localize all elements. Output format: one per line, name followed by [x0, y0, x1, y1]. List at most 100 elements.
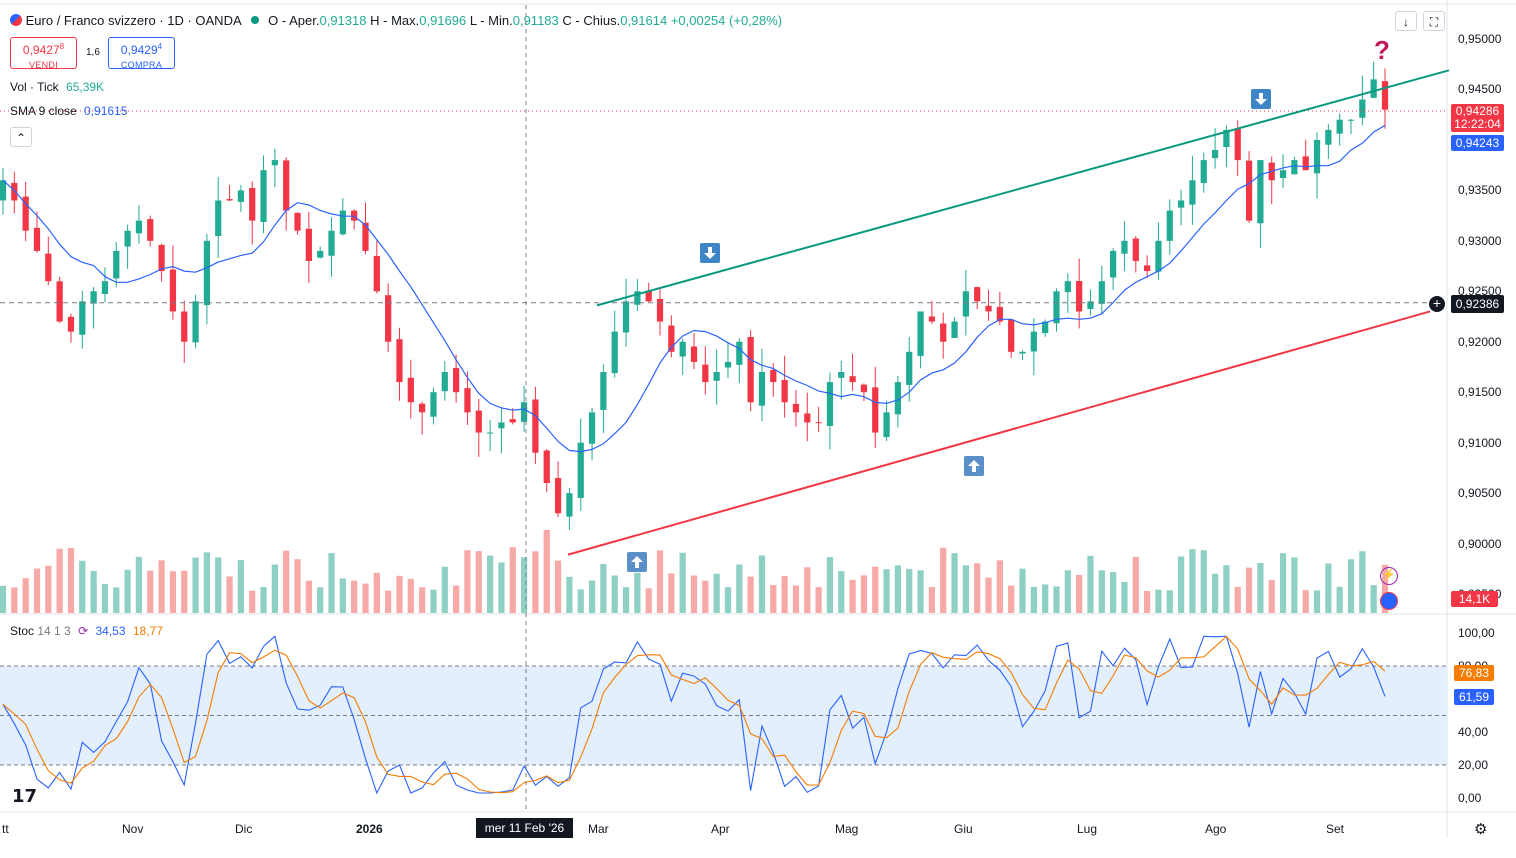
volume-bar: [192, 557, 199, 613]
volume-bar: [283, 550, 290, 613]
stoch-legend[interactable]: Stoc 14 1 3 ⟳ 34,53 18,77: [10, 624, 163, 638]
candle-body: [1087, 301, 1094, 310]
candle-body: [849, 376, 856, 383]
candle-body: [770, 369, 777, 383]
tradingview-logo-icon[interactable]: 𝟭𝟳: [12, 786, 38, 806]
settings-gear-icon[interactable]: ⚙: [1474, 821, 1488, 838]
volume-bar: [1313, 590, 1321, 613]
volume-legend[interactable]: Vol · Tick 65,39K: [10, 80, 104, 94]
volume-bar: [260, 586, 267, 613]
candle-body: [407, 377, 414, 403]
volume-bar: [758, 555, 766, 613]
candle-body: [1053, 291, 1060, 324]
volume-bar: [1200, 550, 1207, 613]
time-axis-label: Dic: [235, 822, 253, 836]
lightning-event-icon[interactable]: ⚡: [1380, 567, 1398, 585]
volume-bar: [419, 587, 426, 613]
volume-bar: [532, 551, 539, 613]
volume-bar: [656, 550, 664, 613]
candle-body: [588, 412, 596, 444]
volume-bar: [600, 564, 607, 613]
collapse-legend-icon[interactable]: ⌃: [10, 127, 32, 147]
price-axis-tick: 0,94500: [1458, 82, 1502, 97]
crosshair-price-tag: 0,92386: [1451, 295, 1504, 313]
ohlc-open-name: Aper.: [289, 13, 320, 28]
candle-body: [962, 291, 969, 317]
volume-bar: [1053, 586, 1060, 613]
price-axis-tick: 0,95000: [1458, 32, 1502, 46]
buy-price: 0,9429: [120, 43, 158, 57]
candle-body: [1019, 351, 1026, 354]
volume-bar: [441, 566, 448, 613]
ohlc-high-value: 0,91696: [419, 13, 467, 28]
volume-bar: [1064, 570, 1071, 613]
volume-bar: [147, 570, 154, 613]
volume-bar: [554, 560, 562, 613]
candle-body: [1211, 150, 1219, 159]
stoch-d-value: 18,77: [132, 624, 163, 638]
candle-body: [996, 306, 1003, 322]
candles-group: [0, 61, 1389, 530]
volume-bar: [498, 562, 505, 613]
resistance-trendline: [596, 69, 1450, 307]
question-mark-annotation[interactable]: ?: [1374, 35, 1390, 65]
candle-body: [804, 413, 811, 423]
candle-body: [611, 331, 618, 374]
time-axis-label: tt: [2, 822, 9, 836]
volume-bar: [56, 548, 63, 613]
stoch-k-value: 34,53: [95, 624, 126, 638]
volume-bar: [645, 588, 652, 613]
download-icon[interactable]: ↓: [1395, 11, 1417, 31]
volume-bar: [1268, 580, 1275, 613]
candle-body: [79, 301, 86, 335]
buy-button[interactable]: 0,94294 COMPRA: [108, 37, 175, 70]
candle-body: [1143, 265, 1151, 272]
volume-bar: [1110, 572, 1117, 613]
buy-signal-arrow-icon: [964, 456, 984, 476]
sell-button[interactable]: 0,94278 VENDI: [10, 37, 77, 70]
candle-body: [815, 422, 822, 424]
fullscreen-icon[interactable]: ⛶: [1423, 11, 1445, 31]
ohlc-close-value: 0,91614: [620, 13, 668, 28]
volume-bar: [804, 567, 811, 613]
candle-body: [498, 422, 505, 429]
stoch-refresh-icon[interactable]: ⟳: [78, 624, 89, 638]
time-axis-label: Giu: [954, 822, 973, 836]
bar-countdown: 12:22:04: [1454, 117, 1501, 131]
candle-body: [56, 281, 63, 322]
volume-bar: [724, 587, 732, 613]
volume-bar: [962, 565, 969, 613]
candle-body: [135, 220, 143, 234]
candle-body: [0, 180, 7, 201]
volume-bar: [33, 568, 41, 613]
volume-bar: [169, 571, 177, 613]
volume-bar: [974, 563, 981, 613]
add-alert-icon[interactable]: +: [1429, 296, 1445, 312]
volume-bar: [396, 575, 403, 613]
candle-body: [736, 341, 743, 365]
volume-bar: [906, 568, 913, 613]
volume-bar: [407, 578, 414, 613]
candle-body: [90, 291, 97, 304]
volume-bar: [90, 570, 97, 613]
symbol-title[interactable]: Euro / Franco svizzero · 1D · OANDA: [25, 13, 241, 28]
volume-bar: [362, 583, 369, 613]
candle-body: [645, 291, 652, 302]
candle-body: [271, 160, 278, 166]
candle-body: [1257, 160, 1264, 224]
time-axis-label: Mar: [588, 822, 609, 836]
candle-body: [113, 250, 120, 279]
volume-bar: [781, 575, 788, 613]
sell-signal-arrow-icon-glyph: [704, 247, 716, 259]
sma-legend[interactable]: SMA 9 close 0,91615: [10, 104, 127, 118]
volume-bar: [11, 587, 18, 613]
sell-label: VENDI: [28, 60, 58, 70]
last-price: 0,94286: [1455, 104, 1500, 118]
time-axis-label: Lug: [1077, 822, 1098, 836]
economic-event-icon[interactable]: [1380, 592, 1398, 610]
candle-body: [328, 230, 335, 256]
candle-body: [1336, 119, 1343, 134]
candle-body: [11, 182, 18, 201]
buy-label: COMPRA: [120, 60, 163, 70]
